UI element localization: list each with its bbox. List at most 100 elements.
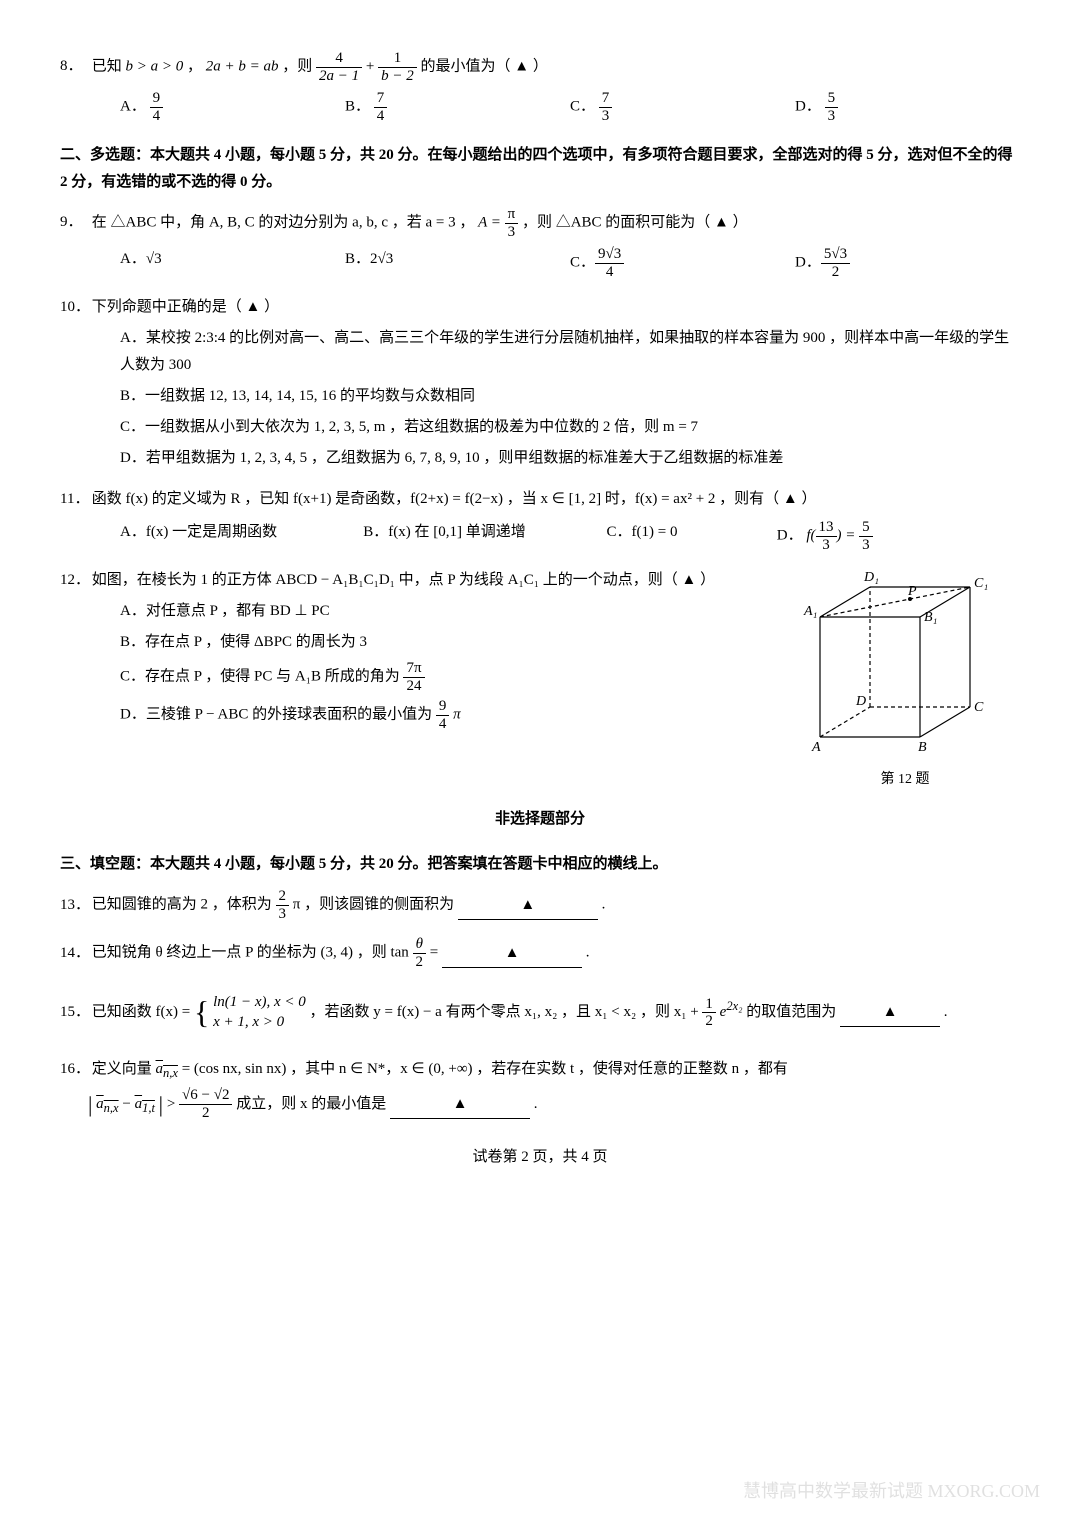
q12-fig-caption: 第 12 题 bbox=[790, 767, 1020, 792]
q10-B: B．一组数据 12, 13, 14, 14, 15, 16 的平均数与众数相同 bbox=[120, 383, 1020, 410]
q9-optC: C．9√34 bbox=[570, 246, 795, 280]
q15-half-num: 1 bbox=[702, 996, 716, 1014]
q8-optC-den: 3 bbox=[599, 108, 613, 125]
q8-optC-num: 7 bbox=[599, 90, 613, 108]
q8-plus: + bbox=[366, 58, 378, 74]
q11-optD-arg-den: 3 bbox=[816, 537, 837, 554]
page-footer: 试卷第 2 页，共 4 页 bbox=[60, 1144, 1020, 1171]
q11-optA: A．f(x) 一定是周期函数 bbox=[120, 519, 363, 553]
q16-vec1: a bbox=[156, 1061, 164, 1077]
q8-options: A． 94 B． 74 C． 73 D． 53 bbox=[120, 90, 1020, 124]
q16-abs-r: | bbox=[159, 1091, 163, 1116]
q15-piecewise: { ln(1 − x), x < 0 x + 1, x > 0 bbox=[194, 984, 306, 1042]
q12-D-tail: π bbox=[453, 706, 461, 722]
q11-optB: B．f(x) 在 [0,1] 单调递增 bbox=[363, 519, 606, 553]
q12-D-pre: D．三棱锥 P − ABC 的外接球表面积的最小值为 bbox=[120, 706, 432, 722]
q16-vec1-sub: n,x bbox=[163, 1066, 178, 1080]
q12-C-num: 7π bbox=[403, 660, 424, 678]
q8-optA: A． 94 bbox=[120, 90, 345, 124]
q12-C-den: 24 bbox=[403, 678, 424, 695]
q15-number: 15． bbox=[60, 999, 88, 1026]
q8-sep2: ，则 bbox=[282, 58, 312, 74]
q11-optD-rhs-den: 3 bbox=[859, 537, 873, 554]
question-12: 12． 如图，在棱长为 1 的正方体 ABCD − A₁B₁C₁D₁ 中，点 P… bbox=[60, 567, 1020, 792]
question-14: 14． 已知锐角 θ 终边上一点 P 的坐标为 (3, 4) ，则 tan θ2… bbox=[60, 936, 1020, 970]
q9-optC-den: 4 bbox=[595, 264, 624, 281]
q15-piece2: x + 1, x > 0 bbox=[213, 1013, 306, 1033]
q15-exp: 2x₂ bbox=[726, 999, 742, 1013]
q9-A-den: 3 bbox=[505, 224, 519, 241]
section-2-title: 二、多选题：本大题共 4 小题，每小题 5 分，共 20 分。在每小题给出的四个… bbox=[60, 142, 1020, 196]
q8-frac2: 1 b − 2 bbox=[378, 50, 417, 84]
q8-optA-den: 4 bbox=[150, 108, 164, 125]
q8-optD-label: D． bbox=[795, 98, 821, 114]
q16-rhs-den: 2 bbox=[179, 1105, 232, 1122]
q16-tail: . bbox=[534, 1096, 538, 1112]
q13-tail: . bbox=[602, 897, 606, 913]
q9-optA-label: A． bbox=[120, 251, 146, 267]
q14-tail: . bbox=[586, 945, 590, 961]
q15-blank bbox=[840, 999, 940, 1027]
q11-number: 11． bbox=[60, 486, 88, 513]
q14-number: 14． bbox=[60, 940, 88, 967]
q9-stem-b: ，则 △ABC 的面积可能为（ ▲ ） bbox=[522, 214, 748, 230]
q16-vecB-sub: 1,t bbox=[142, 1101, 155, 1115]
q11-optD-arg-num: 13 bbox=[816, 519, 837, 537]
q15-stem-b: ，若函数 y = f(x) − a 有两个零点 x₁, x₂ ，且 x₁ < x… bbox=[310, 1004, 703, 1020]
q12-D-den: 4 bbox=[436, 716, 450, 733]
q14-stem-a: 已知锐角 θ 终边上一点 P 的坐标为 (3, 4) ，则 tan bbox=[92, 945, 409, 961]
q9-stem-a: 在 △ABC 中，角 A, B, C 的对边分别为 a, b, c ，若 a =… bbox=[92, 214, 475, 230]
q8-optA-num: 9 bbox=[150, 90, 164, 108]
q12-C-pre: C．存在点 P ，使得 PC 与 A₁B 所成的角为 bbox=[120, 668, 400, 684]
part-2-title: 非选择题部分 bbox=[60, 806, 1020, 833]
q16-vecA-sub: n,x bbox=[104, 1101, 119, 1115]
q11-optD-label: D． bbox=[777, 527, 803, 543]
q9-optA: A．√3 bbox=[120, 246, 345, 280]
q14-stem-b: = bbox=[430, 945, 442, 961]
q8-frac2-num: 1 bbox=[378, 50, 417, 68]
q12-B: B．存在点 P ，使得 ΔBPC 的周长为 3 bbox=[120, 629, 780, 656]
q8-optB-label: B． bbox=[345, 98, 370, 114]
q11-stem: 函数 f(x) 的定义域为 R ，已知 f(x+1) 是奇函数，f(2+x) =… bbox=[92, 491, 817, 507]
q15-tail: . bbox=[944, 1004, 948, 1020]
label-B: B bbox=[918, 740, 927, 755]
label-P: P bbox=[907, 584, 917, 599]
section-3-title: 三、填空题：本大题共 4 小题，每小题 5 分，共 20 分。把答案填在答题卡中… bbox=[60, 851, 1020, 878]
q12-C: C．存在点 P ，使得 PC 与 A₁B 所成的角为 7π24 bbox=[120, 660, 780, 694]
label-C1: C₁ bbox=[974, 576, 988, 591]
q9-optD-num: 5√3 bbox=[821, 246, 850, 264]
label-C: C bbox=[974, 700, 984, 715]
q16-abs-l: | bbox=[88, 1091, 92, 1116]
q8-optB-den: 4 bbox=[374, 108, 388, 125]
q8-cond2: 2a + b = ab bbox=[206, 58, 279, 74]
q12-D-num: 9 bbox=[436, 698, 450, 716]
q9-optC-num: 9√3 bbox=[595, 246, 624, 264]
q10-A: A．某校按 2:3:4 的比例对高一、高二、高三三个年级的学生进行分层随机抽样，… bbox=[120, 325, 1020, 379]
q8-optA-label: A． bbox=[120, 98, 146, 114]
q8-tail: 的最小值为（ ▲ ） bbox=[421, 58, 548, 74]
label-A1: A₁ bbox=[803, 604, 817, 619]
q11-options: A．f(x) 一定是周期函数 B．f(x) 在 [0,1] 单调递增 C．f(1… bbox=[120, 519, 1020, 553]
q12-D: D．三棱锥 P − ABC 的外接球表面积的最小值为 94 π bbox=[120, 698, 780, 732]
question-13: 13． 已知圆锥的高为 2 ，体积为 23 π ，则该圆锥的侧面积为 . bbox=[60, 888, 1020, 922]
cube-diagram: A B C D A₁ B₁ C₁ D₁ P bbox=[790, 567, 1000, 757]
question-10: 10． 下列命题中正确的是（ ▲ ） A．某校按 2:3:4 的比例对高一、高二… bbox=[60, 294, 1020, 472]
q8-frac1-num: 4 bbox=[316, 50, 362, 68]
q9-optC-label: C． bbox=[570, 254, 595, 270]
q8-optB: B． 74 bbox=[345, 90, 570, 124]
q16-blank bbox=[390, 1091, 530, 1119]
q9-optB-label: B． bbox=[345, 251, 370, 267]
q8-optD: D． 53 bbox=[795, 90, 1020, 124]
q8-optD-den: 3 bbox=[825, 108, 839, 125]
q8-optC-label: C． bbox=[570, 98, 595, 114]
q16-vecA: a bbox=[96, 1096, 104, 1112]
q12-A: A．对任意点 P ，都有 BD ⊥ PC bbox=[120, 598, 780, 625]
watermark: 慧博高中数学最新试题 MXORG.COM bbox=[743, 1475, 1040, 1507]
q15-half-den: 2 bbox=[702, 1013, 716, 1030]
q8-sep1: ， bbox=[187, 58, 202, 74]
q15-stem-a: 已知函数 f(x) = bbox=[92, 1004, 194, 1020]
q8-frac1-den: 2a − 1 bbox=[316, 68, 362, 85]
q9-A-eq: A = bbox=[478, 214, 505, 230]
q14-blank bbox=[442, 940, 582, 968]
q11-optD-mid: ) = bbox=[837, 527, 860, 543]
